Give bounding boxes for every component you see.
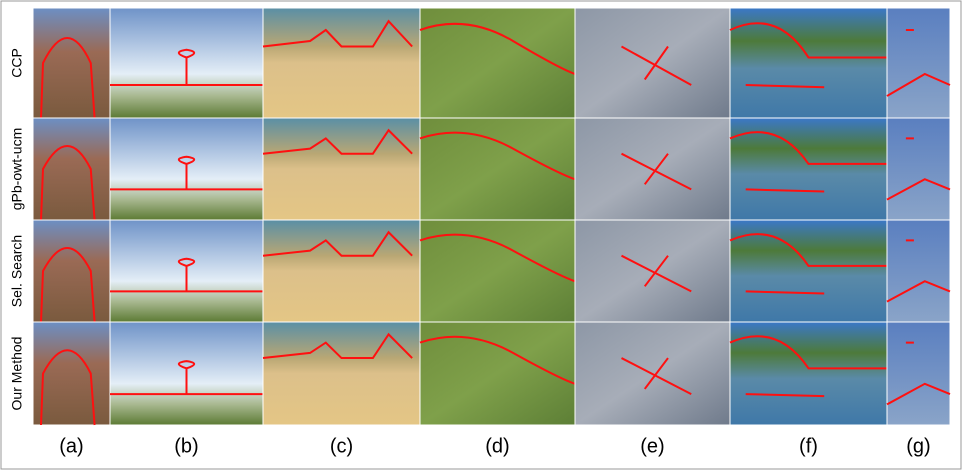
column-label: (b): [174, 435, 198, 457]
page: CCP gPb-owt-ucm Sel. Search Our Method (a) (b…: [0, 0, 963, 471]
image-panel: [263, 220, 420, 322]
image-panel: [887, 8, 950, 118]
image-panel: [887, 118, 950, 220]
image-panel: [33, 322, 110, 425]
column-label: (d): [485, 435, 509, 457]
image-panel: [33, 118, 110, 220]
column-label: (e): [640, 435, 664, 457]
image-panel: [730, 220, 887, 322]
column-label: (a): [59, 435, 83, 457]
image-grid: [33, 8, 950, 425]
image-panel: [730, 118, 887, 220]
row-label: Our Method: [9, 337, 25, 411]
image-panel: [263, 118, 420, 220]
row-label: Sel. Search: [9, 235, 25, 307]
image-panel: [263, 322, 420, 425]
image-panel: [887, 220, 950, 322]
image-panel: [887, 322, 950, 425]
image-panel: [33, 8, 110, 118]
row-label: CCP: [9, 48, 25, 78]
image-panel: [730, 8, 887, 118]
figure: CCP gPb-owt-ucm Sel. Search Our Method (a) (b…: [0, 0, 963, 471]
image-panel: [263, 8, 420, 118]
image-panel: [33, 220, 110, 322]
image-panel: [730, 322, 887, 425]
row-label: gPb-owt-ucm: [9, 128, 25, 210]
column-label: (c): [330, 435, 353, 457]
column-label: (f): [799, 435, 818, 457]
column-label: (g): [906, 435, 930, 457]
